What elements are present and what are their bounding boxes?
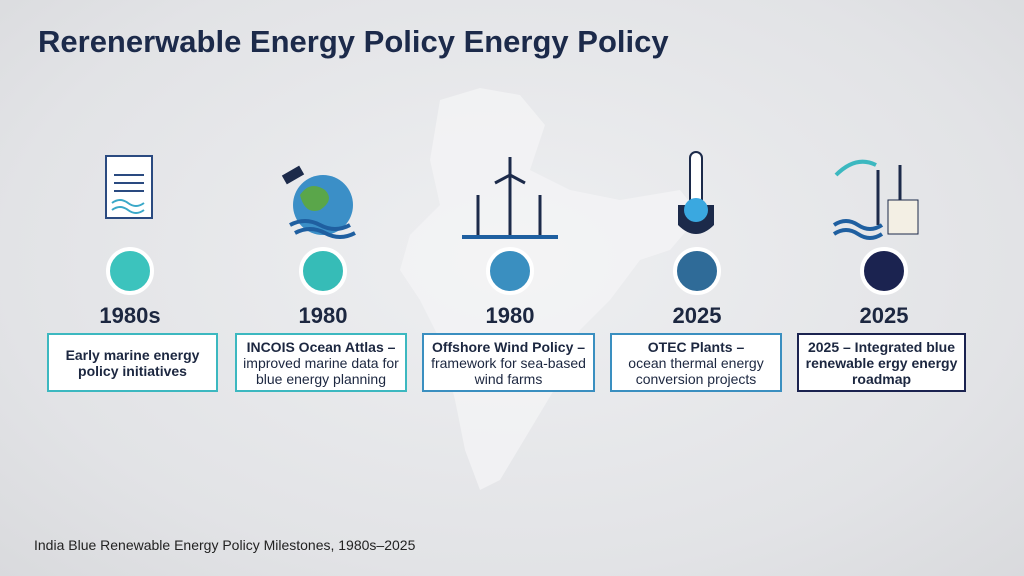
milestone-year: 1980 xyxy=(485,303,535,328)
milestone-box: 2025 – Integrated blue renewable ergy en… xyxy=(797,333,966,392)
milestone-box: OTEC Plants – ocean thermal energy conver… xyxy=(610,333,782,392)
milestone-dot xyxy=(106,247,154,295)
icon-wind-farm xyxy=(462,157,558,239)
milestone-heading: INCOIS Ocean Attlas – xyxy=(246,338,396,355)
india-map xyxy=(400,88,700,490)
milestone-body: ocean thermal energy conversion projects xyxy=(628,354,764,387)
milestone-year: 2025 xyxy=(672,303,722,328)
title: Rerenerwable Energy Policy Energy Policy xyxy=(38,24,669,59)
milestone-box: Offshore Wind Policy – framework for sea-… xyxy=(422,333,595,392)
milestone-dot xyxy=(299,247,347,295)
icon-roadmap xyxy=(832,159,919,240)
milestone-box: INCOIS Ocean Attlas – improved marine dat… xyxy=(235,333,407,392)
icon-document xyxy=(105,155,153,219)
milestone-heading: 2025 – Integrated blue renewable ergy en… xyxy=(805,338,958,387)
milestone-heading: Offshore Wind Policy – xyxy=(431,338,586,355)
icon-globe xyxy=(281,165,356,239)
milestone-heading: Early marine energy policy initiatives xyxy=(65,346,200,379)
milestone-dot xyxy=(860,247,908,295)
milestone-dot xyxy=(673,247,721,295)
milestone-box: Early marine energy policy initiatives xyxy=(47,333,218,392)
milestone-year: 2025 xyxy=(859,303,909,328)
milestone-body: improved marine data for blue energy pla… xyxy=(243,354,399,387)
caption: India Blue Renewable Energy Policy Miles… xyxy=(34,537,416,553)
milestone-heading: OTEC Plants – xyxy=(647,338,745,355)
icon-thermometer xyxy=(678,151,714,234)
milestone-dot xyxy=(486,247,534,295)
milestone-body: framework for sea-based wind farms xyxy=(431,354,586,387)
milestone-year: 1980 xyxy=(298,303,348,328)
milestone-year: 1980s xyxy=(99,303,161,328)
